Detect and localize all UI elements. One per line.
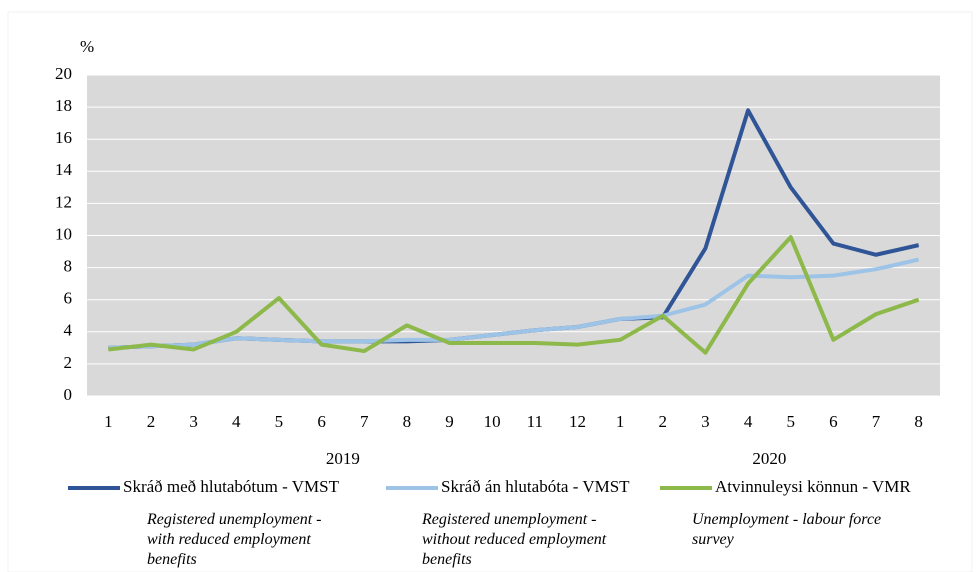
legend-label: Skráð án hlutabóta - VMST [441, 477, 630, 496]
x-tick-label: 7 [360, 412, 369, 431]
group-label: 2019 [326, 449, 360, 468]
y-tick-label: 20 [55, 64, 72, 83]
y-tick-label: 0 [64, 385, 73, 404]
x-tick-label: 1 [616, 412, 625, 431]
y-axis-label: % [80, 37, 94, 56]
x-tick-label: 3 [189, 412, 198, 431]
x-tick-label: 12 [569, 412, 586, 431]
y-tick-label: 18 [55, 96, 72, 115]
y-tick-label: 14 [55, 160, 73, 179]
x-tick-label: 9 [445, 412, 454, 431]
series-line [108, 235, 920, 355]
series-line [108, 257, 920, 350]
group-label: 2020 [752, 449, 786, 468]
x-tick-label: 4 [744, 412, 753, 431]
x-tick-label: 2 [659, 412, 668, 431]
x-tick-label: 6 [829, 412, 838, 431]
x-tick-label: 5 [786, 412, 795, 431]
x-tick-label: 11 [527, 412, 543, 431]
y-tick-label: 16 [55, 128, 72, 147]
annotation: Registered unemployment - with reduced e… [147, 511, 322, 568]
y-tick-label: 2 [64, 353, 73, 372]
x-tick-label: 3 [701, 412, 710, 431]
x-tick-label: 5 [275, 412, 284, 431]
x-tick-label: 4 [232, 412, 241, 431]
x-tick-label: 6 [317, 412, 326, 431]
y-tick-label: 12 [55, 192, 72, 211]
legend-label: Atvinnuleysi könnun - VMR [715, 477, 911, 496]
y-tick-label: 6 [64, 289, 73, 308]
annotation: Registered unemployment - without reduce… [422, 511, 607, 568]
annotation: Unemployment - labour force survey [692, 511, 882, 548]
y-tick-label: 4 [64, 321, 73, 340]
y-tick-label: 8 [64, 257, 73, 276]
x-tick-label: 1 [104, 412, 113, 431]
y-tick-label: 10 [55, 224, 72, 243]
x-tick-label: 10 [484, 412, 501, 431]
legend-label: Skráð með hlutabótum - VMST [123, 477, 340, 496]
x-tick-label: 7 [872, 412, 881, 431]
x-tick-label: 8 [914, 412, 923, 431]
x-tick-label: 8 [403, 412, 412, 431]
x-tick-label: 2 [147, 412, 156, 431]
